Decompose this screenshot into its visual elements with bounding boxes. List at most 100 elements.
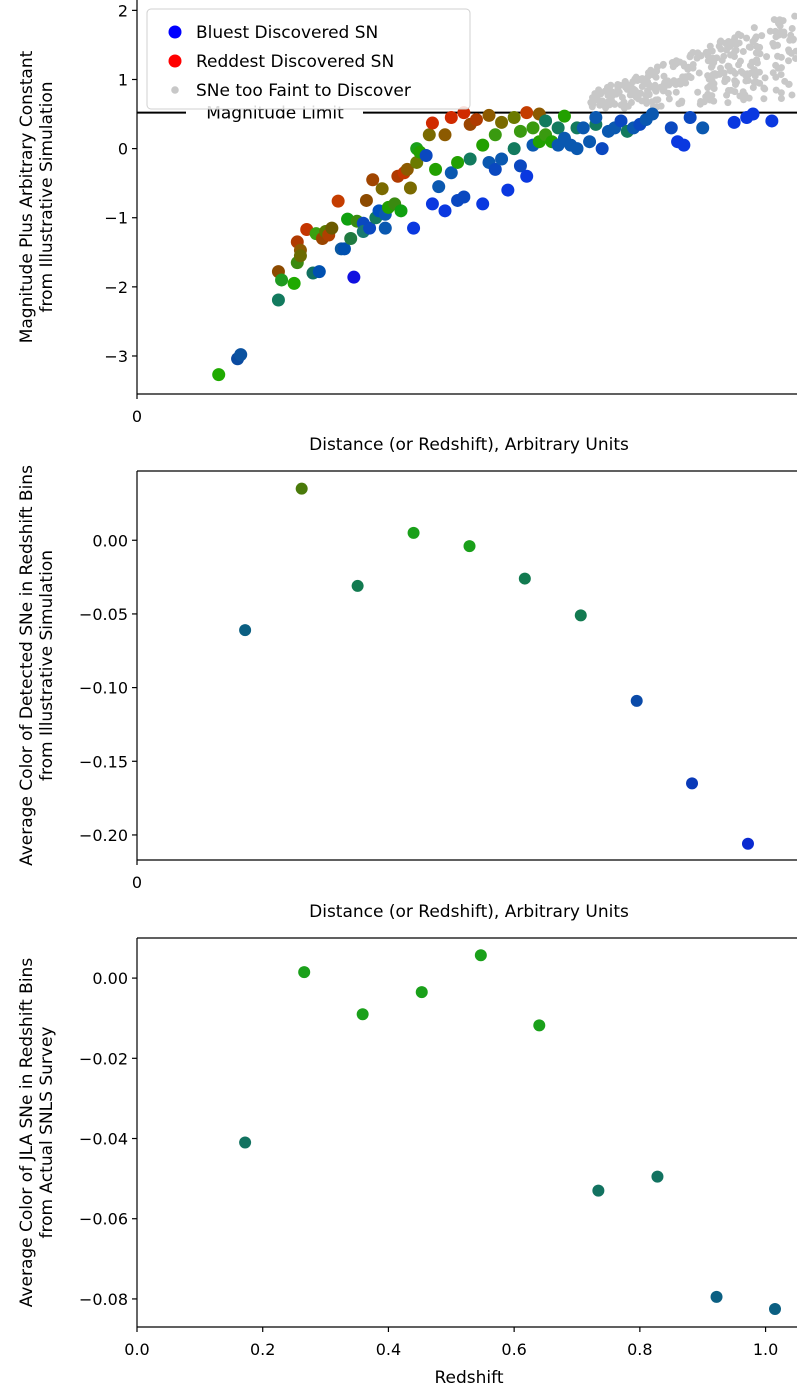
faint-sn-point [645, 69, 653, 77]
faint-sn-point [704, 90, 712, 98]
data-point [469, 113, 483, 127]
data-point [422, 128, 436, 142]
legend-marker [171, 86, 179, 94]
data-point [415, 986, 428, 999]
faint-sn-point [704, 72, 712, 80]
x-tick-label: 0.0 [124, 1340, 149, 1359]
faint-sn-point [682, 73, 690, 81]
y-tick-label: −0.10 [79, 679, 128, 698]
faint-sn-point [785, 80, 793, 88]
faint-sn-point [792, 47, 797, 55]
faint-sn-point [652, 87, 660, 95]
data-point [344, 231, 358, 245]
data-point [526, 121, 540, 135]
data-point [710, 1290, 723, 1303]
data-point [407, 526, 420, 539]
data-point [507, 111, 521, 125]
plot-area [137, 12, 797, 382]
faint-sn-point [723, 91, 731, 99]
data-point [432, 180, 446, 194]
data-point [664, 121, 678, 135]
x-tick-label: 0 [132, 873, 142, 892]
data-point [359, 193, 373, 207]
data-point [234, 348, 248, 362]
data-point [356, 1008, 369, 1021]
data-point [403, 181, 417, 195]
faint-sn-point [704, 84, 712, 92]
data-point [239, 624, 252, 637]
faint-sn-point [774, 19, 782, 27]
y-tick-label: 0.00 [92, 969, 128, 988]
faint-sn-point [741, 91, 749, 99]
data-point [425, 116, 439, 130]
faint-sn-point [763, 53, 771, 61]
faint-sn-point [680, 62, 688, 70]
faint-sn-point [629, 85, 637, 93]
faint-sn-point [724, 99, 732, 107]
faint-sn-point [788, 25, 796, 33]
faint-sn-point [726, 67, 734, 75]
x-axis-label: Distance (or Redshift), Arbitrary Units [309, 902, 629, 922]
faint-sn-point [777, 95, 785, 103]
y-tick-label: 2 [118, 1, 128, 20]
faint-sn-point [700, 98, 708, 106]
y-tick-label: 0.00 [92, 531, 128, 550]
data-point [488, 128, 502, 142]
faint-sn-point [772, 61, 780, 69]
faint-sn-point [665, 95, 673, 103]
legend-marker [168, 25, 182, 39]
data-point [378, 221, 392, 235]
faint-sn-point [737, 32, 745, 40]
data-point [501, 183, 515, 197]
faint-sn-point [660, 72, 668, 80]
plot-area [239, 949, 781, 1315]
faint-sn-point [761, 74, 769, 82]
data-point [645, 107, 659, 121]
x-tick-label: 1.0 [753, 1340, 778, 1359]
faint-sn-point [677, 80, 685, 88]
data-point [463, 540, 476, 553]
faint-sn-point [729, 40, 737, 48]
data-point [539, 114, 553, 128]
faint-sn-point [628, 91, 636, 99]
faint-sn-point [659, 61, 667, 69]
data-point [410, 155, 424, 169]
faint-sn-point [717, 45, 725, 53]
faint-sn-point [772, 33, 780, 41]
data-point [298, 966, 311, 979]
data-point [295, 482, 308, 495]
svg-text:Average Color of JLA SNe in Re: Average Color of JLA SNe in Redshift Bin… [17, 958, 57, 1308]
y-tick-label: 1 [118, 70, 128, 89]
data-point [463, 152, 477, 166]
faint-sn-point [750, 24, 758, 32]
faint-sn-point [608, 88, 616, 96]
faint-sn-point [735, 39, 743, 47]
y-axis-label: Average Color of JLA SNe in Redshift Bin… [17, 958, 57, 1308]
faint-sn-point [780, 28, 788, 36]
x-tick-label: 0.4 [376, 1340, 401, 1359]
y-tick-label: −2 [104, 278, 128, 297]
faint-sn-point [788, 91, 796, 99]
faint-sn-point [704, 52, 712, 60]
y-tick-label: −0.02 [79, 1049, 128, 1068]
data-point [686, 777, 699, 790]
faint-sn-point [634, 95, 642, 103]
data-point [325, 221, 339, 235]
data-point [476, 197, 490, 211]
data-point [683, 111, 697, 125]
data-point [727, 115, 741, 129]
data-point [407, 221, 421, 235]
faint-sn-point [694, 88, 702, 96]
data-point [293, 249, 307, 263]
y-tick-label: −0.08 [79, 1290, 128, 1309]
data-point [287, 276, 301, 290]
data-point [438, 204, 452, 218]
faint-sn-point [643, 99, 651, 107]
data-point [520, 106, 534, 120]
faint-sn-point [717, 64, 725, 72]
panel-simulated-color-bins: 0.00 −0.05 −0.10 −0.15 −0.20 0 Distance (or Re… [17, 465, 797, 922]
faint-sn-point [760, 95, 768, 103]
faint-sn-point [756, 43, 764, 51]
